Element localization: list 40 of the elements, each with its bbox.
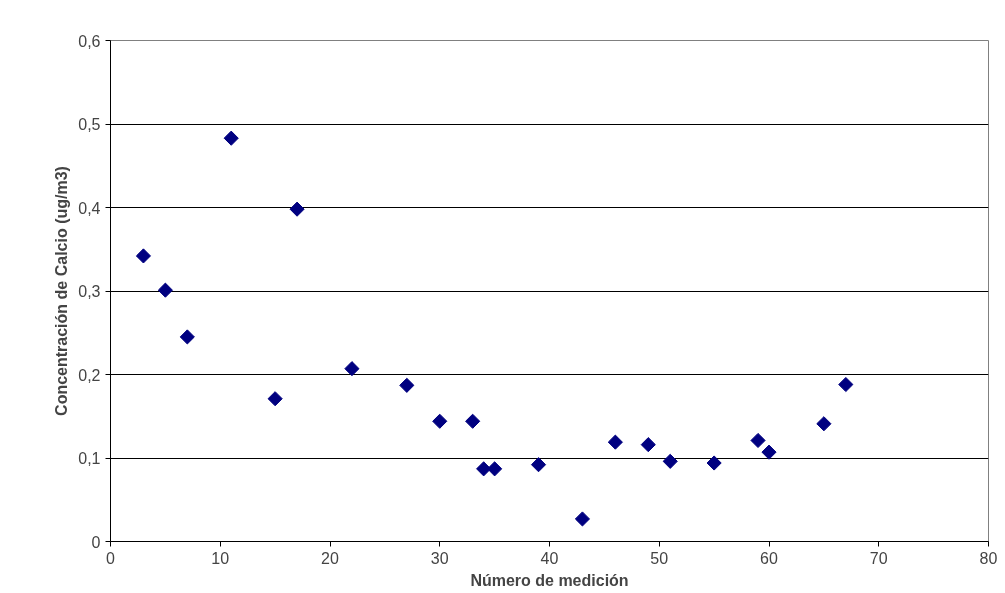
point — [761, 444, 777, 460]
y-tick-label: 0,3 — [78, 283, 101, 300]
point — [706, 455, 722, 471]
x-tick-label: 30 — [430, 549, 449, 567]
point — [223, 130, 239, 146]
x-tick-label: 70 — [869, 549, 888, 567]
x-axis-title: Número de medición — [470, 571, 629, 589]
x-tick-label: 80 — [979, 549, 998, 567]
y-tick-label: 0,2 — [78, 366, 101, 384]
point — [662, 453, 678, 469]
point — [487, 461, 503, 477]
point — [465, 413, 481, 429]
point — [476, 461, 492, 477]
x-tick-label: 10 — [211, 549, 230, 567]
x-tick-label: 40 — [540, 549, 559, 567]
point — [607, 434, 623, 450]
point — [750, 432, 766, 449]
x-tick-label: 20 — [321, 549, 339, 567]
y-tick-label: 0,5 — [78, 116, 101, 133]
point — [530, 457, 547, 473]
y-tick-label: 0 — [91, 533, 101, 551]
y-tick-label: 0,6 — [78, 32, 101, 50]
x-tick-label: 0 — [106, 549, 116, 567]
point — [838, 376, 854, 393]
point — [574, 511, 590, 527]
point — [399, 377, 415, 393]
x-tick-label: 60 — [760, 549, 778, 567]
point — [179, 329, 195, 345]
point — [432, 413, 448, 429]
x-tick-label: 50 — [650, 549, 669, 567]
y-tick-label: 0,4 — [78, 199, 101, 217]
point — [135, 248, 151, 264]
point — [267, 391, 283, 407]
y-axis-title: Concentración de Calcio (ug/m3) — [53, 166, 71, 416]
y-tick-label: 0,1 — [78, 450, 101, 467]
point — [344, 361, 360, 377]
point — [289, 201, 305, 217]
point — [816, 416, 832, 432]
point — [640, 437, 656, 453]
point — [157, 282, 173, 298]
